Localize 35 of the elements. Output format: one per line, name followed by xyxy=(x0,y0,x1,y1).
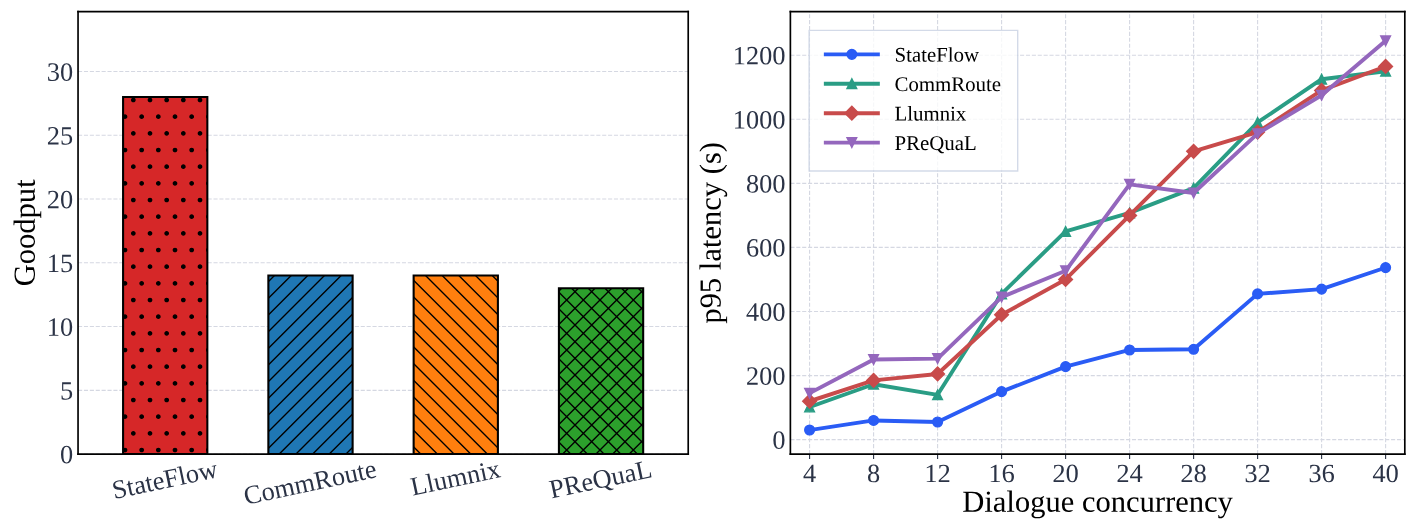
x-tick-label: 24 xyxy=(1117,464,1143,483)
y-axis-title: Goodput xyxy=(13,179,42,286)
x-tick-label: 28 xyxy=(1181,464,1206,483)
y-axis-title: p95 latency (s) xyxy=(699,143,728,324)
x-tick-label: StateFlow xyxy=(112,458,219,499)
y-tick-label: 0 xyxy=(773,431,785,450)
y-tick-label: 600 xyxy=(747,239,785,257)
x-tick-label: 32 xyxy=(1245,464,1270,483)
x-tick-label: 4 xyxy=(803,464,816,483)
y-tick-label: 25 xyxy=(47,126,73,145)
y-tick-label: 800 xyxy=(746,174,785,193)
legend-label: CommRoute xyxy=(895,77,1001,92)
x-tick-label: 36 xyxy=(1309,464,1335,483)
y-tick-label: 0 xyxy=(61,445,73,464)
y-tick-label: 10 xyxy=(49,318,73,336)
x-tick-label: 8 xyxy=(868,464,880,483)
x-tick-label: 20 xyxy=(1053,464,1078,483)
y-tick-label: 20 xyxy=(47,190,73,209)
x-tick-label: Llumnix xyxy=(409,459,502,496)
x-tick-label: 16 xyxy=(990,464,1014,483)
y-tick-label: 15 xyxy=(49,254,73,273)
y-tick-label: 30 xyxy=(48,63,73,81)
x-tick-label: CommRoute xyxy=(243,459,377,505)
legend-label: Llumnix xyxy=(895,106,967,121)
legend-label: PReQuaL xyxy=(895,136,976,154)
legend-label: StateFlow xyxy=(895,47,979,62)
y-tick-label: 1200 xyxy=(735,46,785,65)
x-tick-label: PReQuaL xyxy=(548,460,653,503)
y-tick-label: 5 xyxy=(61,382,73,400)
x-tick-label: 12 xyxy=(926,464,950,483)
y-tick-label: 400 xyxy=(746,303,785,321)
y-tick-label: 200 xyxy=(747,367,785,385)
x-tick-label: 40 xyxy=(1372,464,1398,483)
x-axis-title: Dialogue concurrency xyxy=(963,490,1233,519)
y-tick-label: 1000 xyxy=(735,110,785,129)
